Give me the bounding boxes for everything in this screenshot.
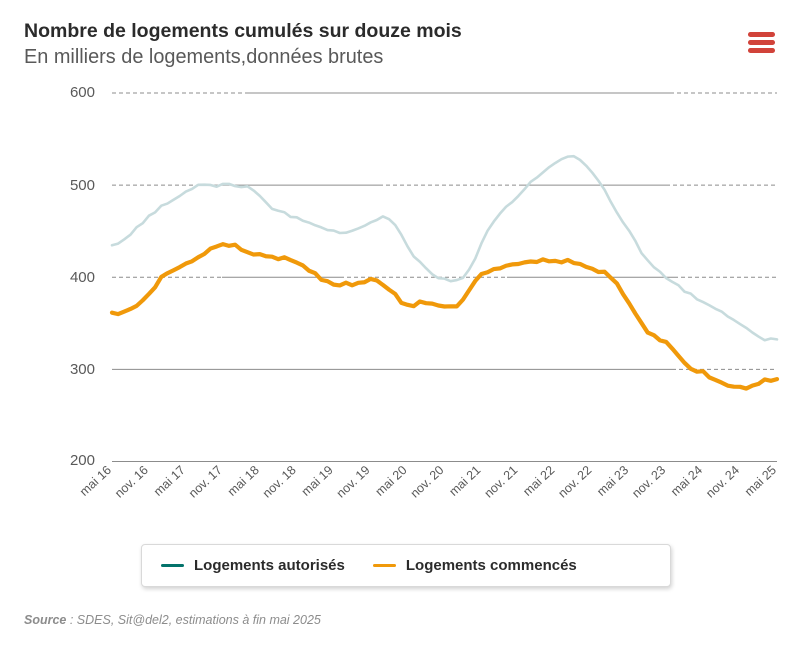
svg-text:mai 17: mai 17 bbox=[151, 463, 188, 499]
svg-text:mai 25: mai 25 bbox=[742, 463, 779, 499]
svg-text:nov. 17: nov. 17 bbox=[186, 463, 225, 501]
svg-text:mai 24: mai 24 bbox=[668, 463, 705, 499]
svg-text:mai 21: mai 21 bbox=[446, 463, 483, 499]
svg-text:500: 500 bbox=[70, 177, 95, 194]
svg-text:200: 200 bbox=[70, 452, 95, 469]
svg-text:600: 600 bbox=[70, 84, 95, 101]
svg-text:nov. 23: nov. 23 bbox=[629, 463, 668, 501]
svg-text:mai 22: mai 22 bbox=[520, 463, 557, 499]
svg-text:nov. 20: nov. 20 bbox=[408, 463, 447, 501]
svg-text:nov. 18: nov. 18 bbox=[260, 463, 299, 501]
svg-text:mai 23: mai 23 bbox=[594, 463, 631, 499]
svg-text:mai 19: mai 19 bbox=[299, 463, 336, 499]
svg-text:nov. 16: nov. 16 bbox=[112, 463, 151, 501]
svg-text:nov. 19: nov. 19 bbox=[334, 463, 373, 501]
svg-text:300: 300 bbox=[70, 361, 95, 378]
svg-text:nov. 24: nov. 24 bbox=[703, 463, 742, 501]
svg-text:nov. 21: nov. 21 bbox=[482, 463, 521, 501]
svg-text:400: 400 bbox=[70, 269, 95, 286]
svg-text:nov. 22: nov. 22 bbox=[555, 463, 594, 501]
svg-text:mai 20: mai 20 bbox=[373, 463, 410, 499]
svg-text:mai 18: mai 18 bbox=[225, 463, 262, 499]
